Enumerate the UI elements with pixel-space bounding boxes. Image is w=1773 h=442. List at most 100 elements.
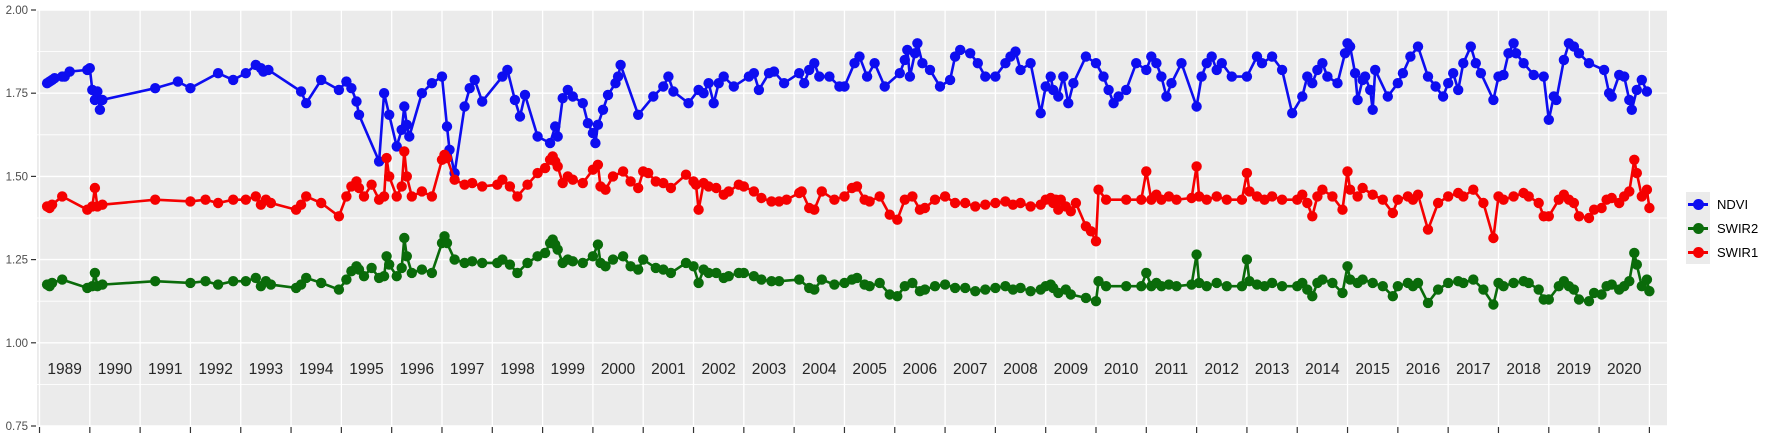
data-point: [1629, 154, 1640, 165]
data-point: [1443, 191, 1454, 202]
data-point: [92, 86, 103, 97]
data-point: [1641, 86, 1653, 97]
y-axis-label: 1.25: [6, 255, 28, 267]
data-point: [738, 267, 749, 279]
data-point: [980, 284, 991, 295]
data-point: [917, 58, 928, 69]
data-point: [1352, 191, 1363, 202]
data-point: [1518, 58, 1529, 69]
data-point: [899, 54, 910, 66]
data-point: [509, 94, 521, 106]
data-point: [316, 74, 327, 86]
data-point: [1297, 91, 1308, 102]
data-point: [1468, 184, 1479, 195]
data-point: [1307, 291, 1318, 302]
data-point: [1370, 64, 1381, 76]
data-point: [718, 71, 729, 82]
data-point: [381, 251, 392, 262]
data-point: [1357, 182, 1368, 194]
data-point: [1568, 197, 1580, 209]
y-axis-label: 2.00: [6, 5, 28, 17]
data-point: [1624, 276, 1635, 287]
data-point: [341, 191, 352, 202]
data-point: [854, 51, 865, 62]
swir2-series: [41, 231, 1655, 310]
x-axis-label: 2002: [701, 361, 735, 378]
data-point: [1322, 71, 1333, 82]
legend-key-ndvi-icon: [1686, 192, 1710, 216]
data-point: [1543, 114, 1555, 126]
data-point: [1405, 51, 1416, 62]
data-point: [612, 71, 624, 82]
x-axis-label: 2003: [752, 361, 786, 378]
data-point: [617, 251, 629, 262]
data-point: [1377, 194, 1389, 205]
data-point: [295, 86, 307, 97]
data-point: [1573, 48, 1585, 59]
data-point: [97, 279, 108, 290]
data-point: [301, 272, 312, 284]
data-point: [1367, 104, 1378, 116]
data-point: [567, 256, 578, 267]
x-axis-label: 2013: [1255, 361, 1289, 378]
data-point: [1498, 281, 1509, 292]
data-point: [1598, 64, 1610, 76]
data-point: [1211, 191, 1222, 202]
data-point: [1583, 296, 1595, 307]
data-point: [1458, 58, 1469, 69]
data-point: [1498, 69, 1509, 81]
data-point: [1422, 71, 1434, 82]
data-point: [816, 274, 827, 285]
data-point: [502, 64, 513, 76]
data-point: [212, 197, 224, 209]
x-axis-label: 1991: [148, 361, 182, 378]
data-point: [333, 84, 345, 96]
data-point: [1619, 71, 1630, 82]
data-point: [1236, 281, 1248, 292]
legend-label-swir2: SWIR2: [1717, 220, 1759, 236]
data-point: [1141, 166, 1152, 177]
data-point: [469, 74, 480, 86]
data-point: [1397, 68, 1409, 79]
data-point: [1392, 194, 1404, 205]
data-point: [1121, 281, 1132, 292]
data-point: [1176, 58, 1187, 69]
data-point: [265, 197, 277, 209]
data-point: [406, 191, 417, 202]
data-point: [1543, 211, 1555, 222]
data-point: [265, 279, 277, 290]
y-axis-label: 1.50: [6, 171, 28, 183]
data-point: [990, 282, 1001, 294]
data-point: [851, 181, 863, 192]
data-point: [399, 146, 410, 157]
data-point: [1171, 281, 1182, 292]
data-point: [1357, 274, 1368, 285]
data-point: [497, 254, 508, 265]
data-point: [1276, 281, 1288, 292]
data-point: [1488, 299, 1499, 310]
data-point: [467, 256, 478, 267]
data-point: [658, 177, 669, 189]
data-point: [884, 209, 895, 220]
data-point: [449, 174, 460, 185]
data-point: [1349, 68, 1361, 79]
data-point: [1063, 98, 1074, 109]
x-axis-label: 2020: [1607, 361, 1642, 378]
data-point: [592, 159, 604, 170]
data-point: [416, 88, 428, 99]
data-point: [441, 152, 453, 164]
x-axis-label: 1998: [500, 361, 534, 378]
data-point: [607, 171, 619, 182]
data-point: [228, 194, 239, 205]
x-axis-label: 2007: [953, 361, 987, 378]
data-point: [1626, 104, 1638, 116]
data-point: [477, 257, 488, 269]
data-point: [1510, 48, 1522, 59]
data-point: [824, 71, 835, 82]
data-point: [723, 186, 734, 197]
data-point: [1201, 281, 1212, 292]
data-point: [1453, 84, 1464, 96]
data-point: [1631, 84, 1643, 96]
data-point: [944, 74, 956, 86]
